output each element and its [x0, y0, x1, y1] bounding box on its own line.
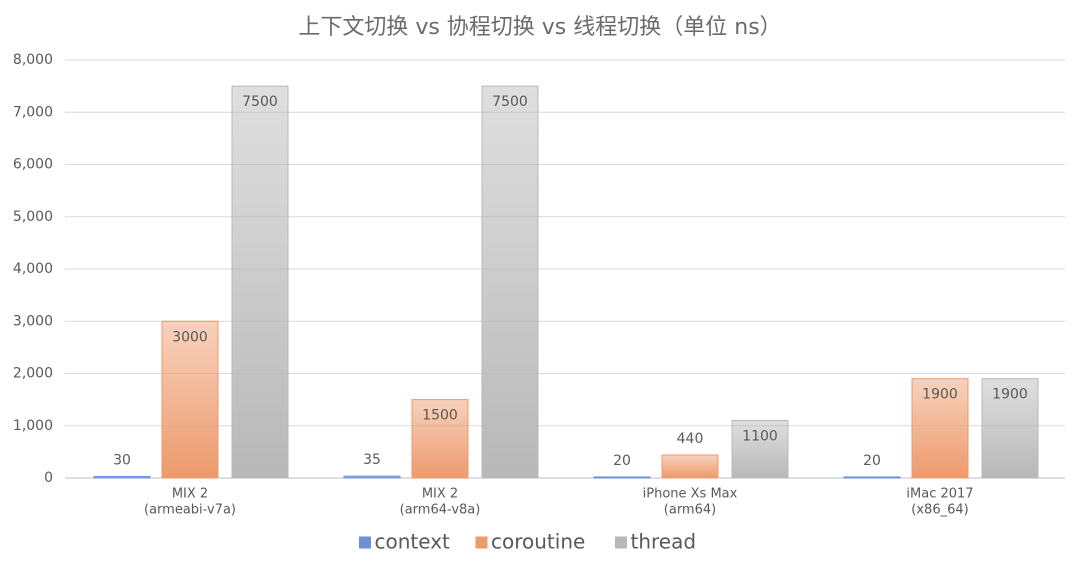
y-tick-label: 1,000: [13, 418, 53, 434]
bar: [481, 85, 539, 479]
x-tick-label: iMac 2017: [906, 487, 973, 502]
chart-title: 上下文切换 vs 协程切换 vs 线程切换（单位 ns）: [298, 15, 781, 40]
y-tick-label: 2,000: [13, 366, 53, 382]
bar: [911, 378, 969, 479]
bar: [161, 320, 219, 479]
bar: [661, 454, 719, 479]
value-label: 30: [113, 452, 131, 468]
value-label: 20: [863, 453, 881, 469]
legend-swatch: [615, 536, 627, 549]
value-label: 1900: [922, 387, 958, 403]
legend-swatch: [475, 536, 488, 549]
y-tick-label: 7,000: [13, 104, 53, 120]
y-tick-label: 0: [44, 470, 53, 486]
value-label: 1100: [742, 429, 778, 445]
legend-swatch: [359, 536, 371, 549]
x-tick-label: (x86_64): [911, 503, 968, 518]
y-tick-label: 8,000: [13, 52, 53, 68]
bar: [843, 476, 901, 479]
y-tick-label: 4,000: [13, 261, 53, 277]
bar: [981, 378, 1039, 479]
bar: [93, 475, 151, 479]
value-label: 1500: [422, 408, 458, 424]
value-label: 440: [677, 431, 704, 447]
x-tick-label: MIX 2: [422, 487, 458, 502]
legend-label: thread: [631, 530, 697, 554]
y-tick-label: 6,000: [13, 157, 53, 173]
x-tick-label: iPhone Xs Max: [643, 487, 738, 502]
x-tick-label: (armeabi-v7a): [144, 503, 236, 518]
bar: [593, 476, 651, 479]
value-label: 7500: [242, 94, 278, 110]
legend-label: coroutine: [491, 530, 585, 554]
x-tick-label: (arm64-v8a): [400, 503, 481, 518]
value-label: 7500: [492, 94, 528, 110]
legend-label: context: [375, 530, 451, 554]
value-label: 3000: [172, 329, 208, 345]
value-label: 20: [613, 453, 631, 469]
y-tick-label: 5,000: [13, 209, 53, 225]
y-tick-label: 3,000: [13, 313, 53, 329]
x-tick-label: (arm64): [664, 503, 716, 518]
bar: [343, 475, 401, 479]
value-label: 35: [363, 452, 381, 468]
bar: [231, 85, 289, 479]
x-tick-label: MIX 2: [172, 487, 208, 502]
bar: [731, 420, 789, 479]
bar: [411, 399, 469, 479]
value-label: 1900: [992, 387, 1028, 403]
